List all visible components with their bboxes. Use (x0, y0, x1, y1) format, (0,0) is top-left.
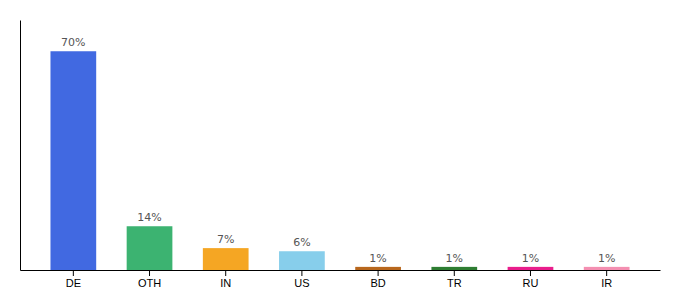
x-tick-label: IR (601, 277, 612, 289)
x-tick: IR (601, 270, 612, 289)
x-tick-mark (149, 270, 150, 276)
x-tick: DE (66, 270, 81, 289)
bar (431, 267, 477, 270)
x-tick: OTH (138, 270, 161, 289)
bar (127, 226, 173, 270)
x-tick-mark (454, 270, 455, 276)
x-tick-label: RU (523, 277, 539, 289)
data-label: 1% (446, 252, 463, 265)
bars (50, 51, 629, 270)
bar (584, 267, 630, 270)
x-tick-mark (301, 270, 302, 276)
y-axis-line (20, 21, 21, 271)
data-label: 1% (522, 252, 539, 265)
x-tick: RU (523, 270, 539, 289)
chart: DE OTH IN US BD TR RU IR 70% 14% 7% 6% 1% 1% 1% 1% (0, 0, 680, 300)
bar (279, 251, 325, 270)
x-tick-mark (606, 270, 607, 276)
x-tick: TR (447, 270, 462, 289)
data-label: 70% (61, 36, 85, 49)
x-tick-mark (73, 270, 74, 276)
data-labels: 70% 14% 7% 6% 1% 1% 1% 1% (61, 36, 615, 265)
data-label: 6% (293, 236, 310, 249)
x-tick-mark (378, 270, 379, 276)
bar (50, 51, 96, 270)
x-tick-label: BD (370, 277, 385, 289)
x-tick-label: US (294, 277, 309, 289)
data-label: 1% (598, 252, 615, 265)
bar (355, 267, 401, 270)
x-tick-mark (530, 270, 531, 276)
x-tick: IN (220, 270, 231, 289)
data-label: 7% (217, 233, 234, 246)
x-tick-mark (225, 270, 226, 276)
data-label: 1% (369, 252, 386, 265)
x-tick-label: IN (220, 277, 231, 289)
x-axis: DE OTH IN US BD TR RU IR (21, 270, 661, 289)
plot: DE OTH IN US BD TR RU IR 70% 14% 7% 6% 1% 1% 1% 1% (21, 21, 661, 289)
x-tick-label: DE (66, 277, 81, 289)
x-tick-label: OTH (138, 277, 161, 289)
bar (203, 248, 249, 270)
x-tick: BD (370, 270, 385, 289)
data-label: 14% (137, 211, 161, 224)
x-tick-label: TR (447, 277, 462, 289)
bar (508, 267, 554, 270)
x-axis-line (21, 270, 661, 271)
x-tick: US (294, 270, 309, 289)
y-axis (20, 21, 21, 271)
